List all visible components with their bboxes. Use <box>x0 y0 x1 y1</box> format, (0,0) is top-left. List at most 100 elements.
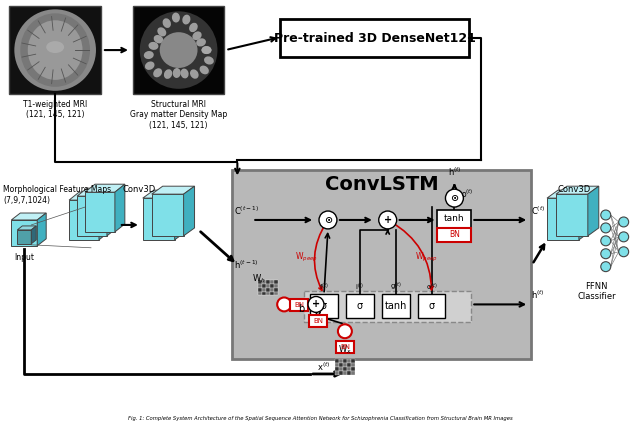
Ellipse shape <box>46 41 64 53</box>
Bar <box>270 280 274 283</box>
Bar <box>438 210 471 228</box>
Text: Morphological Feature Maps
(7,9,7,1024): Morphological Feature Maps (7,9,7,1024) <box>3 185 111 205</box>
Bar <box>347 371 351 375</box>
Polygon shape <box>31 226 36 244</box>
Bar <box>259 280 262 283</box>
Bar <box>547 198 579 240</box>
Ellipse shape <box>204 56 214 64</box>
Text: T1-weighted MRI
(121, 145, 121): T1-weighted MRI (121, 145, 121) <box>23 100 87 119</box>
Ellipse shape <box>157 28 166 37</box>
Text: Input: Input <box>14 253 35 262</box>
Bar <box>274 280 278 283</box>
Polygon shape <box>85 184 125 192</box>
Bar <box>347 367 351 371</box>
Bar <box>12 220 37 246</box>
Text: Fig. 1: Complete System Architecture of the Spatial Sequence Attention Network f: Fig. 1: Complete System Architecture of … <box>127 416 513 421</box>
Polygon shape <box>175 190 186 240</box>
Ellipse shape <box>20 13 90 87</box>
Bar <box>266 292 270 295</box>
Polygon shape <box>184 186 195 236</box>
Circle shape <box>601 249 611 259</box>
Circle shape <box>338 324 352 338</box>
Ellipse shape <box>153 68 162 77</box>
Bar <box>351 367 355 371</box>
Bar <box>232 170 531 359</box>
Ellipse shape <box>173 68 180 78</box>
Ellipse shape <box>189 23 198 32</box>
Polygon shape <box>152 186 195 194</box>
Bar <box>280 19 469 57</box>
Circle shape <box>619 232 628 242</box>
Bar <box>339 363 343 367</box>
Bar <box>335 359 339 363</box>
Text: σ: σ <box>428 301 435 311</box>
Text: BN: BN <box>340 344 350 350</box>
Ellipse shape <box>193 31 202 40</box>
Bar <box>335 371 339 375</box>
Text: σ: σ <box>356 301 363 311</box>
Text: W$_h$: W$_h$ <box>252 273 266 285</box>
Bar <box>339 367 343 371</box>
Ellipse shape <box>28 20 83 80</box>
Polygon shape <box>547 190 590 198</box>
Bar <box>290 299 308 311</box>
Circle shape <box>379 211 397 229</box>
Ellipse shape <box>14 9 96 91</box>
Text: h$^{(t)}$: h$^{(t)}$ <box>447 166 461 178</box>
Text: W$_x$: W$_x$ <box>338 344 352 356</box>
Bar <box>10 6 101 94</box>
Text: W$_{peep}$: W$_{peep}$ <box>295 251 318 264</box>
Bar <box>351 359 355 363</box>
Bar <box>85 192 115 232</box>
Polygon shape <box>143 190 186 198</box>
Bar <box>262 288 266 292</box>
Bar <box>343 367 347 371</box>
Text: ⊙: ⊙ <box>451 193 458 203</box>
Polygon shape <box>37 213 46 246</box>
Bar <box>274 288 278 292</box>
Polygon shape <box>556 186 599 194</box>
Ellipse shape <box>190 69 198 79</box>
Bar <box>347 359 351 363</box>
Bar <box>343 363 347 367</box>
Bar <box>417 295 445 318</box>
Circle shape <box>319 211 337 229</box>
Polygon shape <box>77 188 117 196</box>
Text: ConvLSTM: ConvLSTM <box>325 175 438 194</box>
Bar <box>270 292 274 295</box>
Polygon shape <box>99 192 109 240</box>
Bar <box>351 371 355 375</box>
Polygon shape <box>107 188 117 236</box>
Circle shape <box>601 262 611 272</box>
Ellipse shape <box>180 68 189 78</box>
Bar <box>304 291 471 322</box>
Text: FFNN
Classifier: FFNN Classifier <box>577 282 616 301</box>
Bar <box>143 198 175 240</box>
Bar <box>266 288 270 292</box>
Bar <box>351 363 355 367</box>
Text: o$^{(t)}$: o$^{(t)}$ <box>461 188 474 200</box>
Bar <box>262 280 266 283</box>
Ellipse shape <box>144 51 154 59</box>
Polygon shape <box>17 226 36 230</box>
Text: tanh: tanh <box>385 301 407 311</box>
Bar <box>270 288 274 292</box>
Ellipse shape <box>148 42 159 50</box>
Text: Pre-trained 3D DenseNet121: Pre-trained 3D DenseNet121 <box>274 32 476 45</box>
Bar <box>274 292 278 295</box>
Bar <box>262 292 266 295</box>
Bar <box>335 363 339 367</box>
Bar <box>77 196 107 236</box>
Bar <box>266 283 270 288</box>
Circle shape <box>601 223 611 233</box>
Bar <box>310 295 338 318</box>
Text: Conv3D: Conv3D <box>557 185 591 194</box>
Ellipse shape <box>154 35 163 43</box>
Text: i$^{(t)}$: i$^{(t)}$ <box>355 282 365 292</box>
Text: W$_{peep}$: W$_{peep}$ <box>415 251 437 264</box>
Text: C$^{(t)}$: C$^{(t)}$ <box>531 205 545 217</box>
Polygon shape <box>115 184 125 232</box>
Ellipse shape <box>172 12 180 22</box>
Bar <box>259 292 262 295</box>
Ellipse shape <box>160 32 198 68</box>
